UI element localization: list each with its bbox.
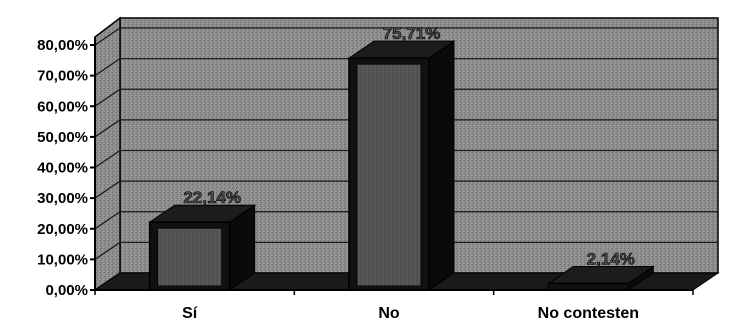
y-tick-label: 20,00% [37,221,88,238]
bars [148,40,655,291]
gridline [94,149,718,169]
data-label: 2,14% [587,249,635,268]
side-wall-panel [94,16,121,292]
gridline [94,57,718,77]
bar [347,40,456,291]
bar-face-panel [157,227,223,287]
gridline [94,27,718,46]
x-axis: Sí No No contesten [94,289,694,322]
y-tick-label: 80,00% [37,37,88,54]
y-tick-label: 30,00% [37,190,88,207]
x-tick-label: No [378,305,400,322]
y-tick-label: 10,00% [37,251,88,268]
gridline [94,180,718,199]
data-label: 75,71% [383,24,441,43]
bar-face-panel [356,63,422,287]
y-tick-label: 0,00% [45,282,88,299]
x-tick-label: Sí [182,305,198,322]
y-tick-label: 60,00% [37,98,88,115]
gridline [94,241,718,260]
bar [546,265,655,291]
y-axis: 0,00% 10,00% 20,00% 30,00% 40,00% 50,00% 60,00… [37,37,96,299]
gridline [94,88,718,107]
gridlines [94,27,718,291]
bar [148,204,257,291]
x-tick-label: No contesten [538,305,639,322]
gridline [94,211,718,230]
y-tick-label: 70,00% [37,68,88,85]
data-labels: 22,14% 75,71% 2,14% [183,24,635,269]
gridline [94,119,718,138]
y-tick-label: 50,00% [37,129,88,146]
bar-side [428,40,455,291]
y-tick-label: 40,00% [37,160,88,177]
data-label: 22,14% [183,188,241,207]
